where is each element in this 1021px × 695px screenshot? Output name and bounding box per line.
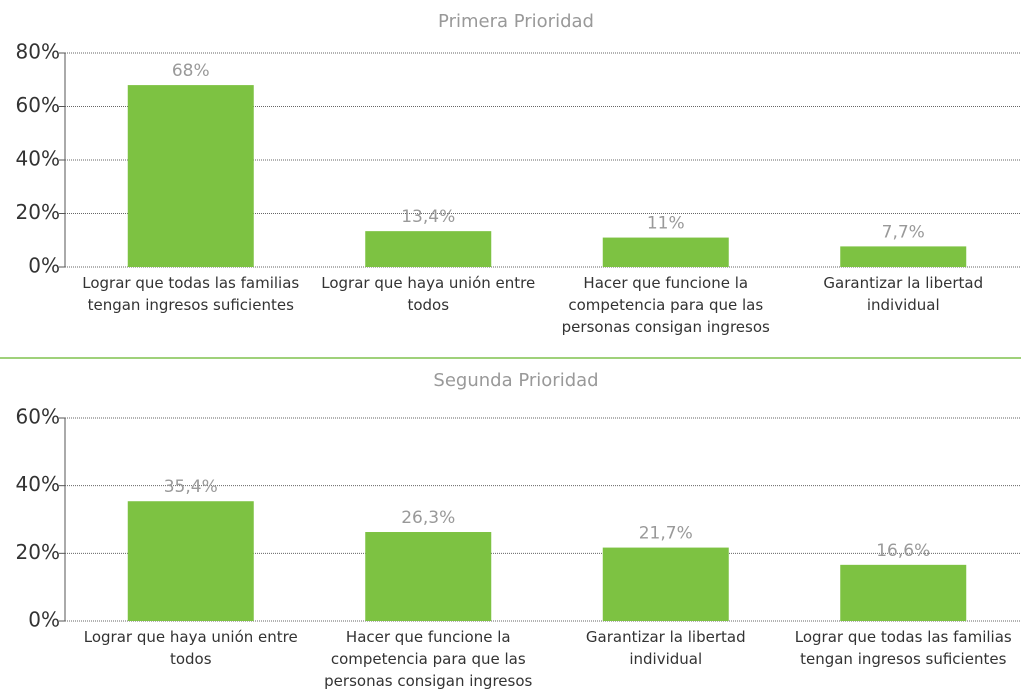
x-tick-label: Hacer que funcione la competencia para q… [324,628,533,690]
value-label: 21,7% [639,524,693,544]
value-label: 13,4% [401,207,455,227]
bar [602,547,729,621]
y-tick-label: 20% [16,200,60,224]
chart-title: Primera Prioridad [438,11,594,32]
bar [127,85,254,267]
x-tick-label: Garantizar la libertad individual [823,274,984,314]
y-tick-label: 60% [16,405,60,429]
bar [602,237,729,267]
x-tick-label: Garantizar la libertad individual [585,628,746,668]
bar [365,231,492,267]
value-label: 7,7% [882,222,925,242]
y-tick-label: 40% [16,472,60,496]
y-tick-label: 20% [16,540,60,564]
bar [840,246,967,267]
value-label: 26,3% [401,508,455,528]
x-tick-label: Lograr que haya unión entre todos [321,274,536,314]
y-tick-label: 0% [28,608,60,632]
value-label: 68% [172,61,210,81]
bar [840,564,967,621]
bar [365,532,492,621]
x-tick-label: Lograr que todas las familias tengan ing… [82,274,300,314]
x-tick-label: Lograr que todas las familias tengan ing… [794,628,1012,668]
value-label: 35,4% [164,477,218,497]
y-tick-label: 0% [28,254,60,278]
value-label: 11% [647,214,685,234]
chart-title: Segunda Prioridad [433,370,598,391]
x-tick-label: Hacer que funcione la competencia para q… [561,274,770,336]
y-tick-label: 40% [16,147,60,171]
bar [127,501,254,621]
y-tick-label: 80% [16,40,60,64]
value-label: 16,6% [876,541,930,561]
y-tick-label: 60% [16,93,60,117]
x-tick-label: Lograr que haya unión entre todos [83,628,298,668]
